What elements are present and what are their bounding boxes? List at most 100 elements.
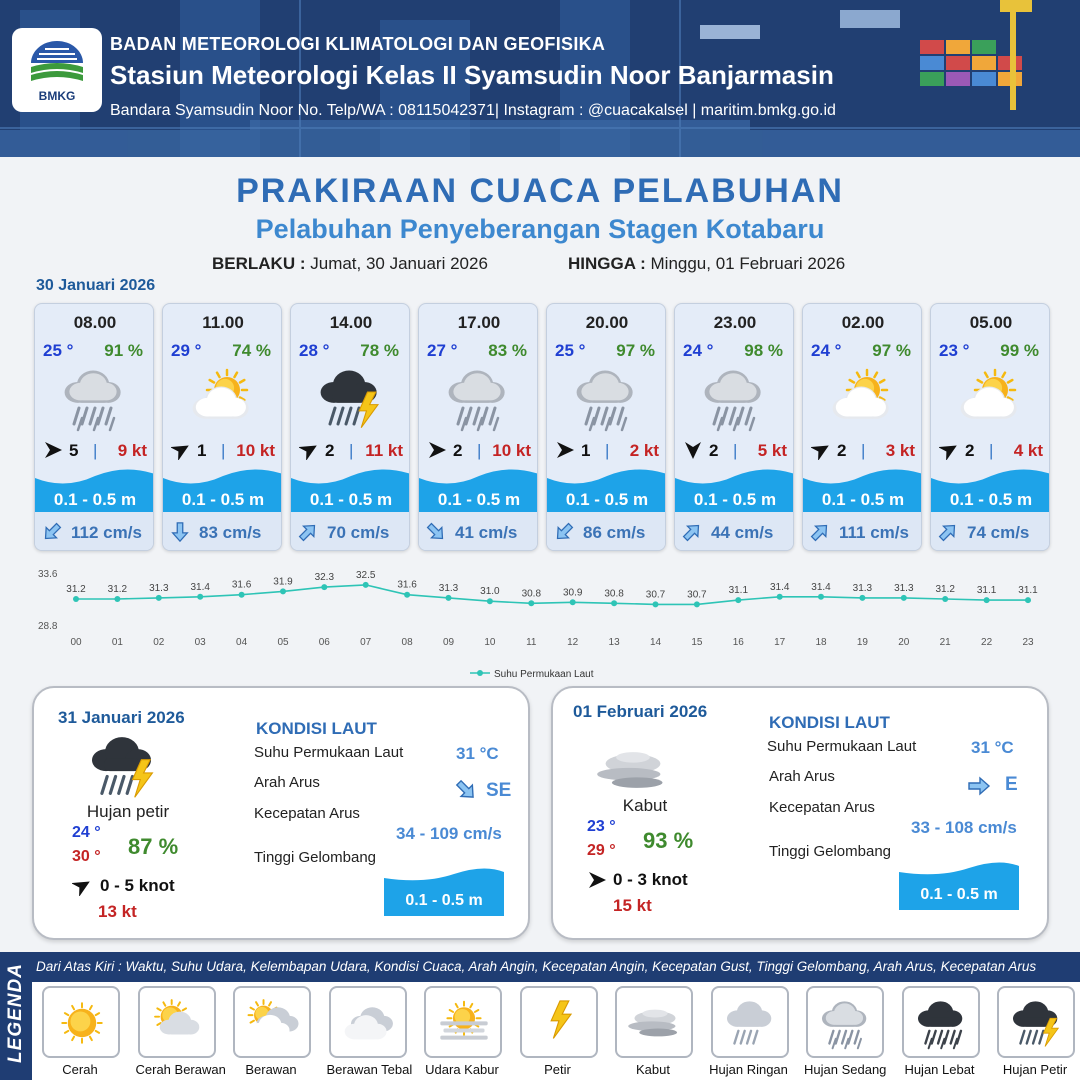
data-label: 30.8 <box>604 588 624 599</box>
current-row: 86 cm/s <box>547 512 665 550</box>
data-point <box>693 601 700 608</box>
page-title: PRAKIRAAN CUACA PELABUHAN <box>236 172 844 210</box>
data-point <box>611 600 618 607</box>
data-point <box>776 593 783 600</box>
separator: | <box>733 441 738 460</box>
current-direction-icon <box>455 779 474 798</box>
forecast-time: 14.00 <box>329 313 373 332</box>
x-tick-label: 01 <box>112 637 124 648</box>
data-point <box>569 599 576 606</box>
data-label: 31.3 <box>439 583 459 594</box>
wind-speed: 2 <box>325 441 335 460</box>
data-label: 31.9 <box>273 576 293 587</box>
overcast-icon <box>344 1007 393 1040</box>
wave-label: Tinggi Gelombang <box>254 849 377 866</box>
daily-temp-max: 30 ° <box>72 848 101 865</box>
legend-icon-box <box>519 986 598 1058</box>
wave-height: 0.1 - 0.5 m <box>821 490 905 509</box>
data-label: 31.3 <box>894 583 914 594</box>
data-point <box>362 581 369 588</box>
mostly-sunny-icon <box>153 999 199 1035</box>
valid-to-value: Minggu, 01 Februari 2026 <box>650 254 846 273</box>
sst-value: 31 °C <box>456 744 499 763</box>
current-direction-icon <box>810 524 828 542</box>
data-point <box>114 596 121 602</box>
data-point <box>735 597 742 604</box>
current-dir-value: SE <box>486 780 512 801</box>
x-tick-label: 20 <box>898 637 910 648</box>
legend-item-label: Hujan Sedang <box>804 1062 887 1077</box>
current-speed: 70 cm/s <box>327 523 390 542</box>
separator: | <box>221 441 226 460</box>
wave-graphic <box>419 469 537 512</box>
data-label: 31.6 <box>232 580 252 591</box>
data-point <box>859 594 866 601</box>
data-point <box>238 591 245 598</box>
x-tick-label: 11 <box>526 637 537 648</box>
legend-icon-box <box>233 986 311 1058</box>
legend-icon-box <box>710 986 789 1058</box>
sst-label: Suhu Permukaan Laut <box>254 744 404 761</box>
legend-item: Cerah <box>42 986 122 1077</box>
data-label: 32.5 <box>356 570 376 581</box>
wave-graphic <box>899 862 1019 910</box>
data-point <box>486 598 493 605</box>
x-tick-label: 09 <box>443 637 455 648</box>
current-dir-label: Arah Arus <box>254 774 320 791</box>
current-row: 70 cm/s <box>291 512 409 550</box>
current-speed: 41 cm/s <box>455 523 518 542</box>
air-temperature: 24 ° <box>811 341 842 360</box>
forecast-card: 23.00 24 ° 98 % 2 | 5 kt 0.1 - 0.5 m 44 … <box>674 303 794 551</box>
current-dir-label: Arah Arus <box>769 768 835 785</box>
fog-icon <box>593 732 673 808</box>
series-line <box>76 584 1028 606</box>
current-speed-label: Kecepatan Arus <box>769 799 875 816</box>
x-tick-label: 00 <box>70 637 82 648</box>
partly-cloudy-icon <box>960 368 1017 419</box>
wave-height: 0.1 - 0.5 m <box>693 490 777 509</box>
humidity: 98 % <box>744 341 783 360</box>
data-label: 31.4 <box>190 582 210 593</box>
forecast-time: 08.00 <box>73 313 117 332</box>
wind-speed: 2 <box>453 441 463 460</box>
valid-to: HINGGA : Minggu, 01 Februari 2026 <box>568 254 845 274</box>
daily-temp-min: 23 ° <box>587 818 616 835</box>
daily-gust: 15 kt <box>613 896 652 915</box>
legend-icon-box <box>901 986 980 1058</box>
wave-height: 0.1 - 0.5 m <box>437 490 521 509</box>
wind-direction-icon <box>589 872 606 888</box>
logo-text: BMKG <box>38 89 76 103</box>
x-tick-label: 22 <box>981 637 993 648</box>
legend-item-label: Kabut <box>636 1062 670 1077</box>
data-point <box>445 594 452 601</box>
lightning-icon <box>549 1000 572 1039</box>
legend-icon-box <box>424 986 502 1058</box>
wave-graphic <box>163 469 281 512</box>
data-label: 31.2 <box>935 584 955 595</box>
data-point <box>73 596 79 602</box>
x-tick-label: 05 <box>277 637 289 648</box>
air-temperature: 23 ° <box>939 341 970 360</box>
wave-graphic <box>547 469 665 512</box>
data-point <box>528 600 535 607</box>
current-direction-icon <box>938 524 956 542</box>
current-row: 112 cm/s <box>35 512 153 550</box>
forecast-card: 20.00 25 ° 97 % 1 | 2 kt 0.1 - 0.5 m 86 … <box>546 303 666 551</box>
current-row: 41 cm/s <box>419 512 537 550</box>
wind-speed: 1 <box>197 441 207 460</box>
forecast-card: 08.00 25 ° 91 % 5 | 9 kt 0.1 - 0.5 m 112… <box>34 303 154 551</box>
x-tick-label: 08 <box>402 637 414 648</box>
wind-row: 1 | 10 kt <box>163 439 281 461</box>
wind-direction-icon <box>557 442 574 458</box>
air-temperature: 29 ° <box>171 341 202 360</box>
separator: | <box>93 441 98 460</box>
wind-speed: 2 <box>709 441 719 460</box>
wave-graphic <box>35 469 153 512</box>
humidity: 97 % <box>616 341 655 360</box>
legend-item: Hujan Petir <box>997 986 1077 1077</box>
daily-wind: 0 - 5 knot <box>100 876 175 895</box>
x-tick-label: 13 <box>609 637 621 648</box>
heavy-rain-icon <box>917 1001 962 1050</box>
legend: LEGENDA Dari Atas Kiri : Waktu, Suhu Uda… <box>0 952 1080 1080</box>
data-label: 31.2 <box>66 584 86 595</box>
